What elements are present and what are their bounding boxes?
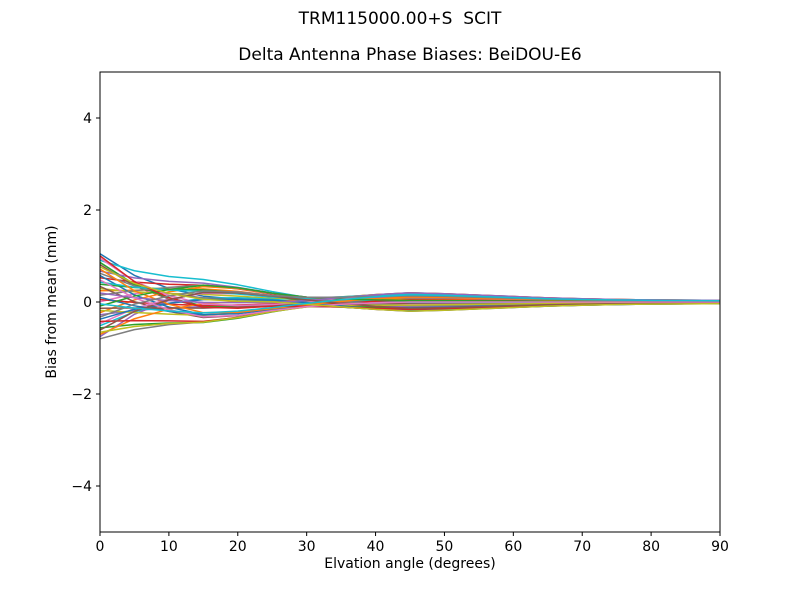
x-tick-label: 20 xyxy=(229,539,247,555)
y-tick-label: 2 xyxy=(83,203,92,219)
figure-suptitle: TRM115000.00+S SCIT xyxy=(298,9,502,29)
y-tick-label: 4 xyxy=(83,111,92,127)
y-tick-label: −4 xyxy=(71,479,92,495)
series-line xyxy=(99,291,721,331)
x-tick-label: 60 xyxy=(504,539,522,555)
series-line xyxy=(99,301,721,334)
x-tick-label: 80 xyxy=(642,539,660,555)
axes-title: Delta Antenna Phase Biases: BeiDOU-E6 xyxy=(238,45,582,65)
series-line xyxy=(99,293,721,314)
series-line xyxy=(99,279,720,318)
series-line xyxy=(99,266,721,312)
y-tick-label: 0 xyxy=(83,295,92,311)
y-axis-label: Bias from mean (mm) xyxy=(44,225,60,379)
x-tick-label: 50 xyxy=(436,539,454,555)
x-tick-label: 0 xyxy=(96,539,105,555)
x-tick-label: 70 xyxy=(573,539,591,555)
x-tick-label: 10 xyxy=(160,539,178,555)
x-tick-label: 90 xyxy=(711,539,729,555)
x-tick-label: 30 xyxy=(298,539,316,555)
y-tick-label: −2 xyxy=(71,387,92,403)
x-axis-label: Elvation angle (degrees) xyxy=(324,556,496,572)
x-tick-label: 40 xyxy=(367,539,385,555)
